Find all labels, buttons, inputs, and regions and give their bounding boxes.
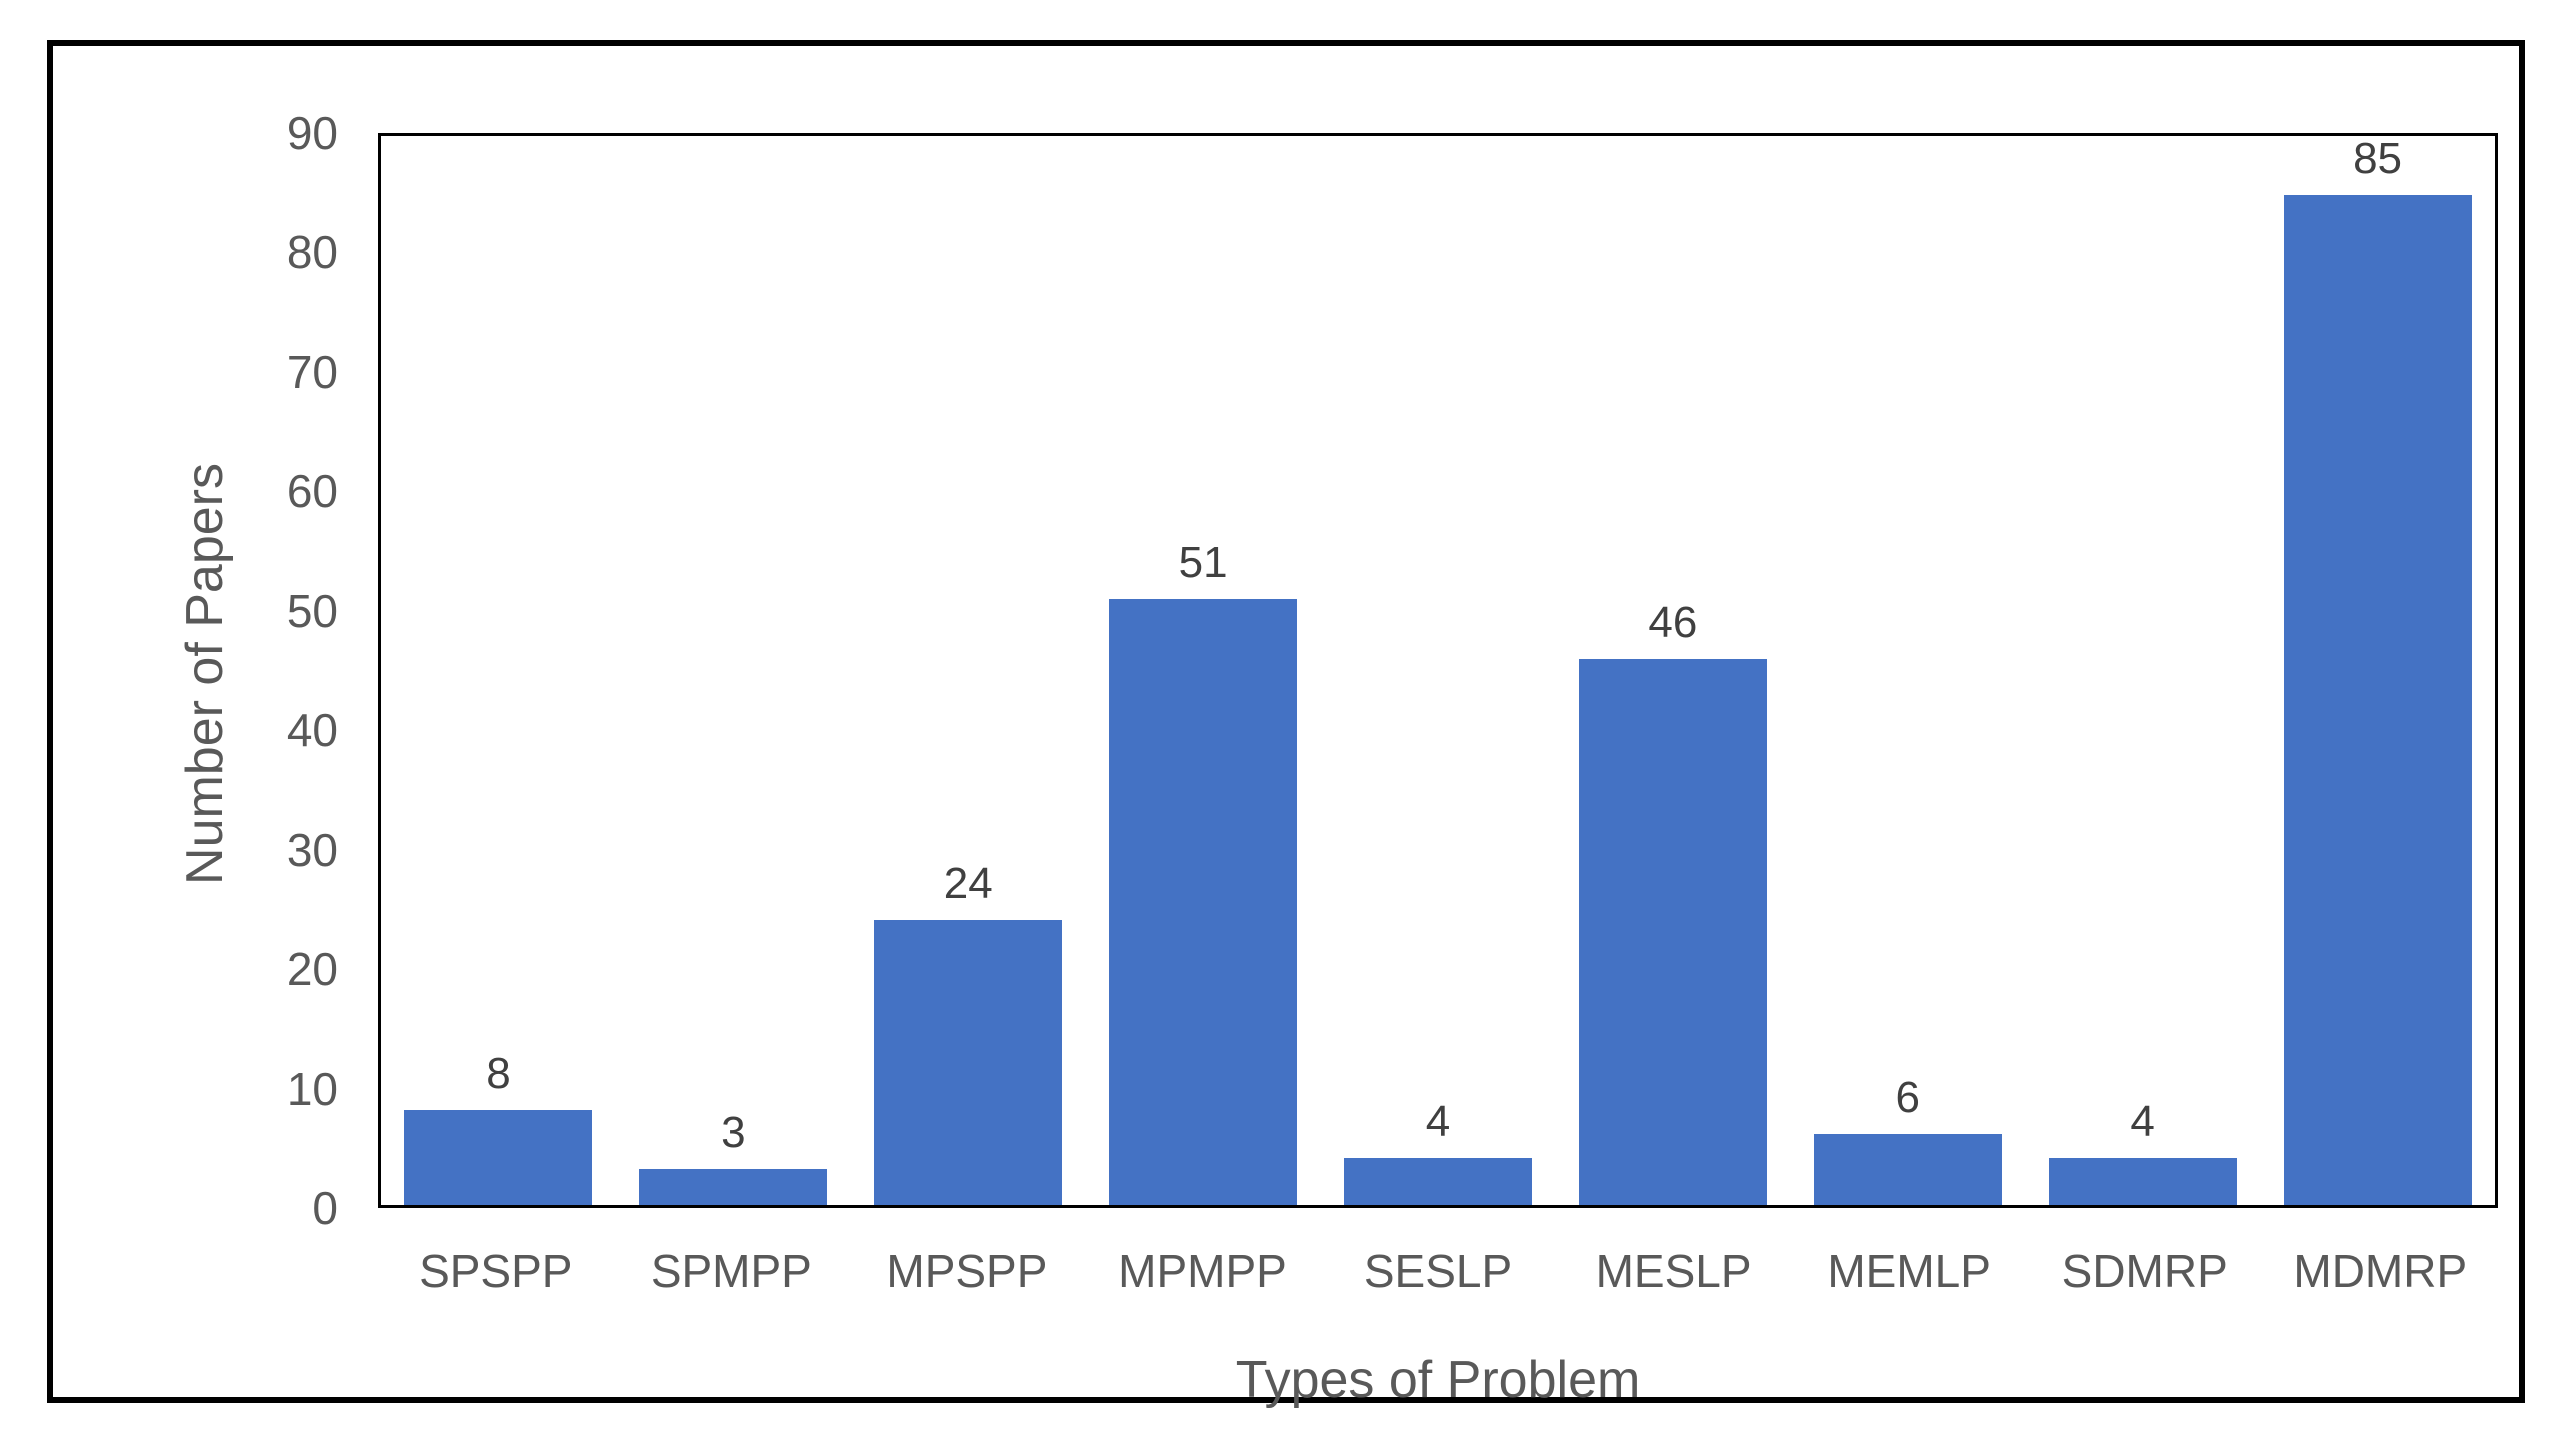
bar-slot-mpmpp: 51	[1086, 136, 1321, 1205]
x-tick-label-sdmrp: SDMRP	[2061, 1245, 2228, 1297]
bar-slot-meslp: 46	[1555, 136, 1790, 1205]
x-axis-tick-labels: SPSPP SPMPP MPSPP MPMPP SESLP MESLP MEMLP SDMRP…	[378, 1246, 2498, 1297]
bar-value-label-seslp: 4	[1425, 1096, 1451, 1146]
x-tick-label-spmpp: SPMPP	[650, 1245, 812, 1297]
x-tick-label-seslp: SESLP	[1363, 1245, 1513, 1297]
y-tick-label-70: 70	[286, 345, 338, 398]
bar-value-label-memlp: 6	[1895, 1072, 1921, 1122]
bar-value-label-sdmrp: 4	[2130, 1096, 2155, 1146]
x-tick-label-mpspp: MPSPP	[886, 1245, 1048, 1297]
bar-slot-spspp: 8	[381, 136, 616, 1205]
bar-memlp: 6	[1813, 1075, 2002, 1205]
plot-area: 8 3 24 51 4 46 6 4 85	[378, 133, 2498, 1208]
y-axis-tick-labels: 0 10 20 30 40 50 60 70 80 90	[153, 110, 338, 1231]
bar-slot-memlp: 6	[1790, 136, 2025, 1205]
x-axis-title: Types of Problem	[1235, 1351, 1641, 1409]
bar-mdmrp: 85	[2283, 137, 2472, 1205]
y-tick-label-90: 90	[286, 107, 338, 159]
bar-value-label-mpmpp: 51	[1178, 538, 1228, 588]
y-tick-label-30: 30	[286, 823, 338, 876]
x-tick-label-mpmpp: MPMPP	[1118, 1245, 1287, 1297]
bar-slot-spmpp: 3	[616, 136, 851, 1205]
x-tick-label-spspp: SPSPP	[419, 1245, 573, 1297]
y-tick-label-50: 50	[286, 584, 338, 637]
bar-meslp: 46	[1578, 600, 1767, 1205]
bar-seslp: 4	[1344, 1099, 1532, 1205]
bars-row: 8 3 24 51 4 46 6 4 85	[381, 136, 2495, 1205]
bar-mpmpp: 51	[1109, 541, 1298, 1205]
x-tick-label-memlp: MEMLP	[1827, 1245, 1991, 1297]
bar-value-label-mdmrp: 85	[2353, 134, 2403, 184]
bar-value-label-mpspp: 24	[943, 858, 993, 908]
bar-value-label-spspp: 8	[486, 1048, 511, 1098]
bar-slot-sdmrp: 4	[2025, 136, 2260, 1205]
y-tick-label-80: 80	[286, 226, 338, 279]
bar-slot-mdmrp: 85	[2260, 136, 2495, 1205]
bar-spmpp: 3	[639, 1111, 828, 1205]
bar-value-label-meslp: 46	[1648, 597, 1698, 647]
y-tick-label-40: 40	[286, 704, 338, 757]
y-tick-label-60: 60	[286, 465, 338, 518]
x-tick-label-meslp: MESLP	[1595, 1245, 1752, 1297]
x-tick-label-mdmrp: MDMRP	[2293, 1245, 2468, 1297]
bar-sdmrp: 4	[2048, 1099, 2237, 1205]
bar-spspp: 8	[404, 1051, 593, 1205]
y-tick-label-10: 10	[286, 1062, 338, 1115]
y-tick-label-20: 20	[286, 943, 338, 996]
y-tick-label-0: 0	[312, 1182, 338, 1234]
bar-slot-mpspp: 24	[851, 136, 1086, 1205]
bar-slot-seslp: 4	[1321, 136, 1556, 1205]
bar-mpspp: 24	[874, 861, 1063, 1205]
bar-value-label-spmpp: 3	[721, 1108, 746, 1158]
